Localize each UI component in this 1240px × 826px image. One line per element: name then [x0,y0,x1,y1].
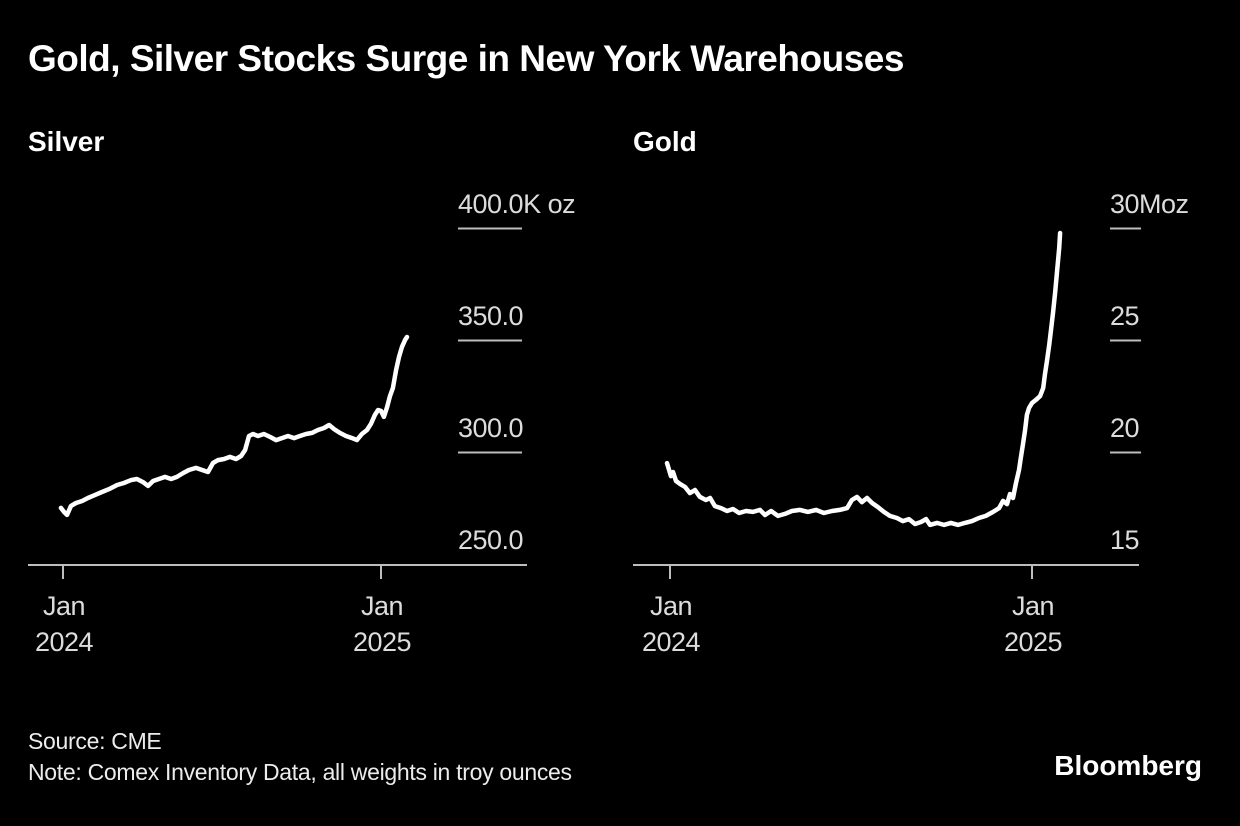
silver-panel-title: Silver [28,126,105,157]
gold-line [664,230,1063,528]
gold-ylabel-15: 15 [1110,525,1139,555]
gold-panel-title: Gold [633,126,697,157]
gold-xlabel-jan2024-year: 2024 [642,627,701,657]
silver-ylabel-350: 350.0 [458,301,523,331]
silver-xlabel-jan2024-month: Jan [43,591,85,621]
silver-xlabel-jan2025-month: Jan [361,591,403,621]
silver-ylabel-300: 300.0 [458,413,523,443]
chart-title: Gold, Silver Stocks Surge in New York Wa… [28,38,904,79]
note-text: Note: Comex Inventory Data, all weights … [28,759,572,785]
gold-chart: 30Moz 25 20 15 Jan 2024 Jan 2025 [633,189,1189,657]
gold-ylabel-25: 25 [1110,301,1139,331]
footer: Source: CME Note: Comex Inventory Data, … [28,726,572,788]
gold-ylabel-20: 20 [1110,413,1139,443]
silver-line [58,334,410,518]
gold-ylabel-30: 30Moz [1110,189,1189,219]
silver-ylabel-400: 400.0K oz [458,189,575,219]
silver-xlabel-jan2024-year: 2024 [35,627,94,657]
silver-chart: 400.0K oz 350.0 300.0 250.0 Jan 2024 Jan… [28,189,576,657]
bloomberg-logo: Bloomberg [1054,750,1202,781]
source-text: Source: CME [28,728,162,754]
silver-xlabel-jan2025-year: 2025 [353,627,411,657]
silver-series-group [58,334,410,518]
gold-xlabel-jan2025-year: 2025 [1004,627,1062,657]
silver-ylabel-250: 250.0 [458,525,523,555]
gold-xlabel-jan2024-month: Jan [650,591,692,621]
gold-series-group [664,230,1063,528]
gold-xlabel-jan2025-month: Jan [1012,591,1054,621]
